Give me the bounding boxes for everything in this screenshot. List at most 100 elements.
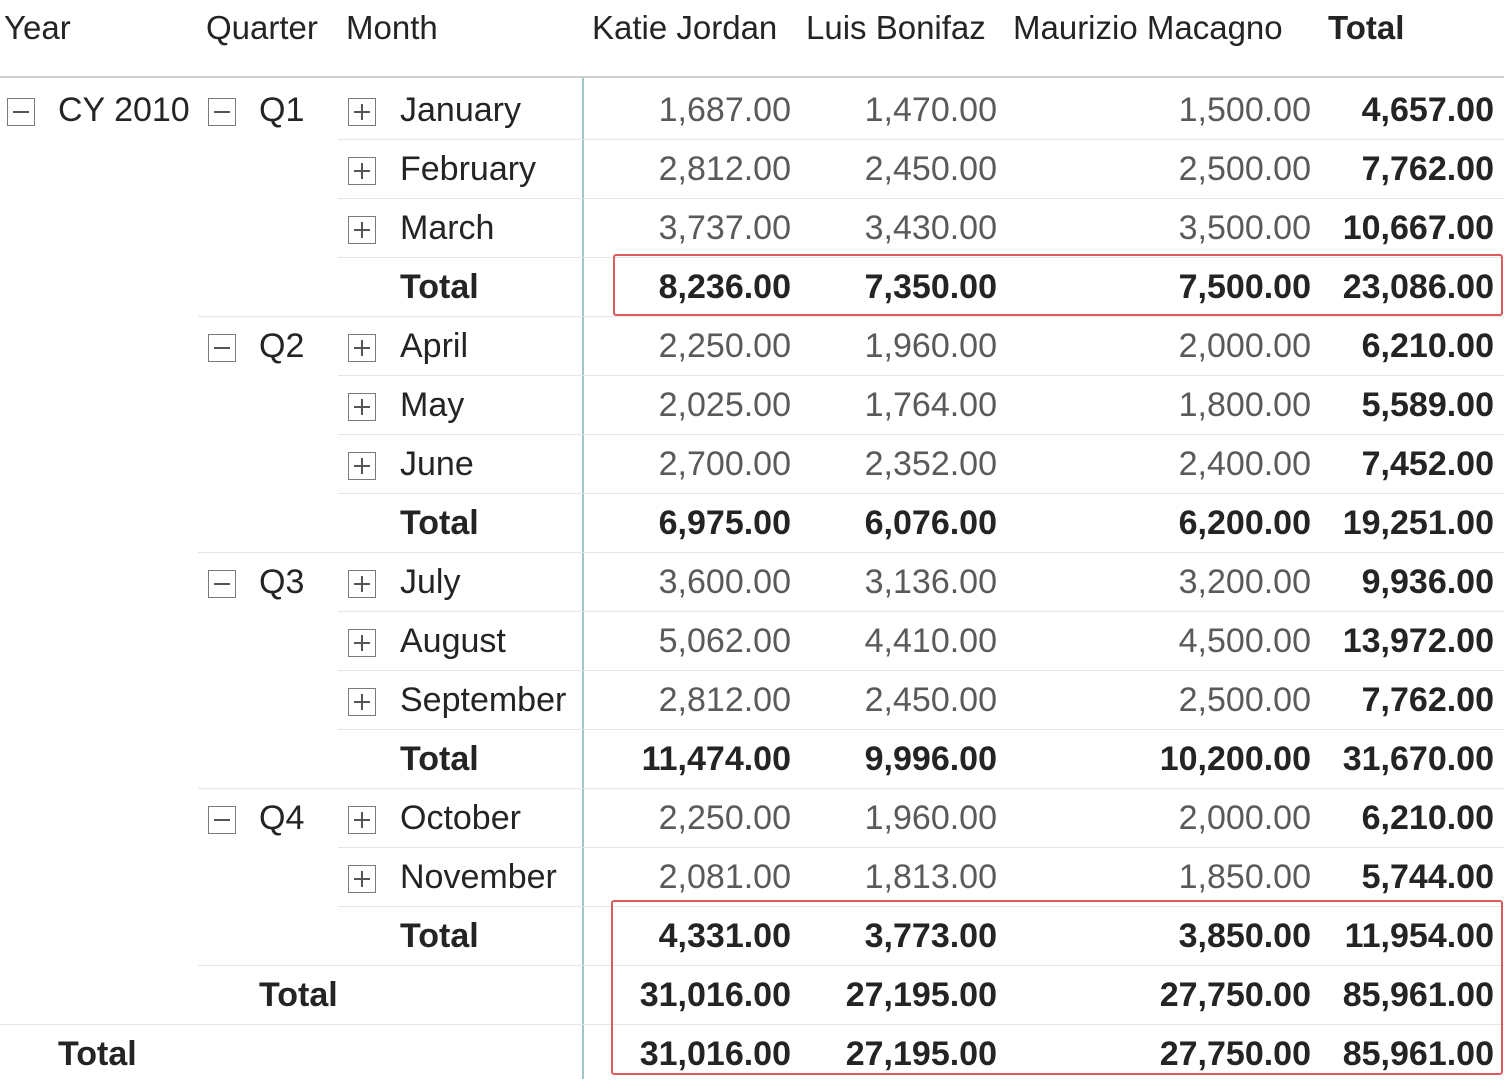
grand-total-row-value: 27,750.00: [1011, 1025, 1311, 1084]
header-luis-bonifaz[interactable]: Luis Bonifaz: [806, 0, 986, 56]
month-row-total: 6,210.00: [1319, 789, 1494, 848]
month-row-value: 1,470.00: [807, 81, 997, 140]
month-row-value: 1,500.00: [1011, 81, 1311, 140]
month-row-value: 3,500.00: [1011, 199, 1311, 258]
month-label: March: [400, 199, 494, 258]
quarter-total-row-total: 23,086.00: [1319, 258, 1494, 317]
header-total[interactable]: Total: [1328, 0, 1404, 56]
month-label: November: [400, 848, 557, 907]
grand-total-row-value: 31,016.00: [601, 1025, 791, 1084]
month-row-value: 1,764.00: [807, 376, 997, 435]
year-total-row-value: 27,750.00: [1011, 966, 1311, 1025]
month-row-value: 2,500.00: [1011, 140, 1311, 199]
header-month[interactable]: Month: [346, 0, 438, 56]
month-label: September: [400, 671, 566, 730]
quarter-total-row-value: 6,975.00: [601, 494, 791, 553]
year-total-row-value: 27,195.00: [807, 966, 997, 1025]
month-row-value: 1,960.00: [807, 317, 997, 376]
collapse-icon[interactable]: [208, 334, 236, 362]
expand-icon[interactable]: [348, 393, 376, 421]
month-row-value: 4,410.00: [807, 612, 997, 671]
month-row-value: 2,812.00: [601, 671, 791, 730]
expand-icon[interactable]: [348, 629, 376, 657]
expand-icon[interactable]: [348, 98, 376, 126]
month-row-total: 7,452.00: [1319, 435, 1494, 494]
expand-icon[interactable]: [348, 688, 376, 716]
quarter-label: Q3: [259, 553, 304, 612]
month-row-value: 2,081.00: [601, 848, 791, 907]
expand-icon[interactable]: [348, 865, 376, 893]
month-row-value: 5,062.00: [601, 612, 791, 671]
month-row-value: 1,813.00: [807, 848, 997, 907]
year-total-row-total: 85,961.00: [1319, 966, 1494, 1025]
month-label: February: [400, 140, 536, 199]
month-label: January: [400, 81, 521, 140]
month-label: October: [400, 789, 521, 848]
collapse-icon[interactable]: [208, 98, 236, 126]
expand-icon[interactable]: [348, 570, 376, 598]
quarter-total-row-value: 6,200.00: [1011, 494, 1311, 553]
grand-total-row-total: 85,961.00: [1319, 1025, 1494, 1084]
month-row-value: 4,500.00: [1011, 612, 1311, 671]
month-row-value: 3,600.00: [601, 553, 791, 612]
grand-total-label: Total: [58, 1025, 137, 1084]
month-row-value: 1,687.00: [601, 81, 791, 140]
collapse-icon[interactable]: [208, 570, 236, 598]
expand-icon[interactable]: [348, 157, 376, 185]
month-row-value: 2,500.00: [1011, 671, 1311, 730]
year-total-label: Total: [259, 966, 338, 1025]
month-row-value: 3,200.00: [1011, 553, 1311, 612]
month-row-value: 1,960.00: [807, 789, 997, 848]
month-row-value: 2,250.00: [601, 317, 791, 376]
quarter-label: Q1: [259, 81, 304, 140]
quarter-total-row-value: 3,773.00: [807, 907, 997, 966]
expand-icon[interactable]: [348, 334, 376, 362]
collapse-icon[interactable]: [208, 806, 236, 834]
header-divider: [0, 76, 1504, 78]
month-label: April: [400, 317, 468, 376]
month-row-value: 3,136.00: [807, 553, 997, 612]
month-row-total: 7,762.00: [1319, 140, 1494, 199]
quarter-total-row-value: 7,500.00: [1011, 258, 1311, 317]
header-katie-jordan[interactable]: Katie Jordan: [592, 0, 777, 56]
month-row-total: 6,210.00: [1319, 317, 1494, 376]
month-row-value: 2,025.00: [601, 376, 791, 435]
month-row-value: 2,450.00: [807, 671, 997, 730]
header-quarter[interactable]: Quarter: [206, 0, 318, 56]
quarter-total-label: Total: [400, 730, 479, 789]
expand-icon[interactable]: [348, 806, 376, 834]
month-row-value: 2,250.00: [601, 789, 791, 848]
month-label: June: [400, 435, 474, 494]
year-label: CY 2010: [58, 81, 190, 140]
quarter-total-row-value: 7,350.00: [807, 258, 997, 317]
header-maurizio-macagno[interactable]: Maurizio Macagno: [1013, 0, 1283, 56]
month-label: July: [400, 553, 460, 612]
month-row-total: 10,667.00: [1319, 199, 1494, 258]
month-label: August: [400, 612, 506, 671]
month-row-value: 2,352.00: [807, 435, 997, 494]
header-year[interactable]: Year: [4, 0, 71, 56]
month-row-value: 3,430.00: [807, 199, 997, 258]
collapse-icon[interactable]: [7, 98, 35, 126]
quarter-total-row-value: 10,200.00: [1011, 730, 1311, 789]
month-row-total: 9,936.00: [1319, 553, 1494, 612]
expand-icon[interactable]: [348, 216, 376, 244]
quarter-total-row-value: 8,236.00: [601, 258, 791, 317]
quarter-total-row-value: 3,850.00: [1011, 907, 1311, 966]
month-label: May: [400, 376, 464, 435]
month-row-value: 1,800.00: [1011, 376, 1311, 435]
expand-icon[interactable]: [348, 452, 376, 480]
month-row-value: 2,400.00: [1011, 435, 1311, 494]
quarter-total-row-total: 19,251.00: [1319, 494, 1494, 553]
year-total-row-value: 31,016.00: [601, 966, 791, 1025]
quarter-total-label: Total: [400, 907, 479, 966]
month-row-total: 4,657.00: [1319, 81, 1494, 140]
month-row-value: 2,700.00: [601, 435, 791, 494]
month-row-total: 5,744.00: [1319, 848, 1494, 907]
quarter-label: Q2: [259, 317, 304, 376]
month-row-total: 13,972.00: [1319, 612, 1494, 671]
quarter-total-row-value: 9,996.00: [807, 730, 997, 789]
month-row-value: 2,450.00: [807, 140, 997, 199]
month-row-value: 2,000.00: [1011, 317, 1311, 376]
